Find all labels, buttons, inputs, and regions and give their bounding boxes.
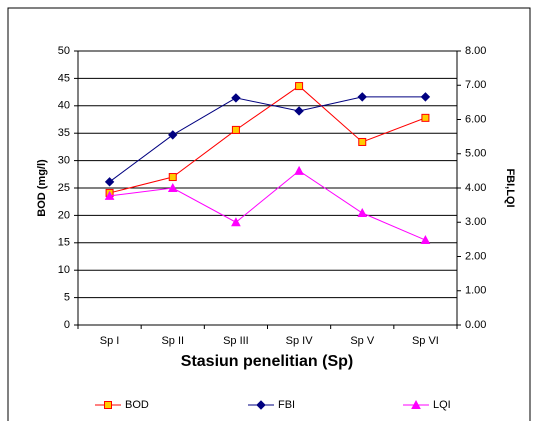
legend-label: FBI — [278, 399, 295, 411]
legend-marker — [411, 399, 421, 409]
data-point — [357, 92, 367, 102]
data-point — [231, 93, 241, 103]
y-axis-title: BOD (mg/l) — [36, 159, 48, 217]
y-tick-label: 25 — [58, 182, 70, 194]
y-tick-label: 5 — [64, 292, 70, 304]
legend-label: BOD — [125, 399, 149, 411]
y-tick-label: 30 — [58, 155, 70, 167]
data-point — [168, 130, 178, 140]
y2-tick-label: 3.00 — [465, 216, 486, 228]
y2-tick-label: 2.00 — [465, 250, 486, 262]
y-tick-label: 0 — [64, 319, 70, 331]
data-point — [420, 234, 431, 245]
y-tick-label: 40 — [58, 100, 70, 112]
data-point — [231, 217, 241, 227]
legend-marker — [104, 401, 112, 409]
legend-marker — [256, 400, 266, 410]
x-tick-label: Sp II — [161, 335, 184, 347]
y2-tick-label: 6.00 — [465, 113, 486, 125]
data-point — [104, 190, 115, 200]
y-tick-label: 20 — [58, 209, 70, 221]
data-point — [168, 173, 177, 182]
data-point — [357, 207, 368, 218]
x-tick-label: Sp I — [100, 335, 120, 347]
y-tick-label: 35 — [58, 127, 70, 139]
data-point — [421, 113, 430, 122]
x-tick-label: Sp VI — [412, 335, 439, 347]
data-point — [358, 137, 367, 146]
y2-tick-label: 5.00 — [465, 148, 486, 160]
y2-axis-title: FBI,LQI — [504, 168, 516, 207]
series-line — [109, 96, 426, 183]
y2-tick-label: 8.00 — [465, 45, 486, 57]
data-point — [167, 182, 178, 192]
y2-tick-label: 4.00 — [465, 182, 486, 194]
x-tick-label: Sp V — [350, 335, 375, 347]
chart-frame — [7, 7, 531, 421]
x-axis-title: Stasiun penelitian (Sp) — [181, 353, 353, 370]
series-line — [109, 85, 426, 194]
series-line — [109, 170, 426, 241]
data-point — [294, 165, 304, 175]
y2-tick-label: 7.00 — [465, 79, 486, 91]
x-tick-label: Sp IV — [286, 335, 314, 347]
y-tick-label: 50 — [58, 45, 70, 57]
data-point — [295, 82, 304, 91]
data-point — [104, 177, 115, 187]
data-point — [420, 92, 431, 102]
y-tick-label: 10 — [58, 264, 70, 276]
legend-label: LQI — [433, 399, 451, 411]
data-point — [294, 106, 304, 116]
y-tick-label: 45 — [58, 72, 70, 84]
data-point — [231, 125, 240, 134]
y2-tick-label: 1.00 — [465, 285, 486, 297]
y2-tick-label: 0.00 — [465, 319, 486, 331]
y-tick-label: 15 — [58, 237, 70, 249]
x-tick-label: Sp III — [223, 335, 249, 347]
